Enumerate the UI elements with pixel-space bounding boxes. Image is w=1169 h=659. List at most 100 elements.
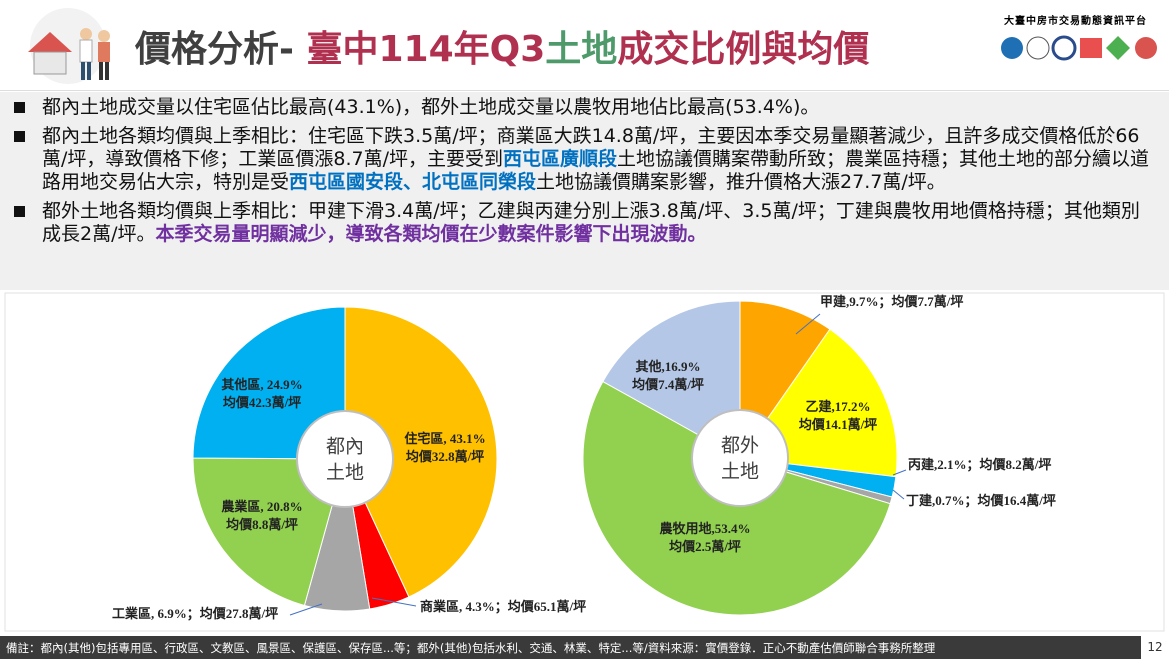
label-value: 4.3%: [466, 599, 495, 614]
illustration: [28, 8, 110, 84]
label-joiner: ；: [187, 606, 200, 622]
bullet: 都內土地各類均價與上季相比：住宅區下跌3.5萬/坪；商業區大跌14.8萬/坪，主…: [14, 125, 1155, 194]
label-price: 均價16.4萬/坪: [978, 493, 1056, 508]
label-separator: ,: [932, 493, 935, 508]
label-price: 均價7.7萬/坪: [892, 294, 964, 309]
leader-line: [892, 469, 907, 476]
data-label: 丙建,2.1%；均價8.2萬/坪: [908, 457, 1051, 473]
label-separator: ,: [846, 294, 849, 309]
bullet: 都外土地各類均價與上季相比：甲建下滑3.4萬/坪；乙建與丙建分別上漲3.8萬/坪…: [14, 200, 1155, 246]
label-separator: ,: [260, 377, 267, 392]
label-category: 工業區: [112, 606, 151, 621]
data-label: 住宅區, 43.1%: [404, 431, 485, 446]
label-price: 均價14.1萬/坪: [799, 417, 877, 432]
label-category: 乙建: [805, 399, 831, 414]
footer: 備註：都內(其他)包括專用區、行政區、文教區、風景區、保護區、保存區...等；都…: [0, 636, 1169, 659]
center-label: 土地: [721, 461, 759, 483]
center-label: 都外: [721, 435, 759, 457]
pie-slice: [192, 457, 346, 607]
bullet-text: 西屯區廣順段: [503, 148, 618, 170]
label-joiner: ；: [965, 493, 978, 509]
bullet-text: 土地協議價購案影響，推升價格大漲27.7萬/坪。: [536, 171, 946, 193]
label-separator: ,: [662, 359, 665, 374]
title-part: 價格分析-: [135, 29, 307, 70]
label-price: 均價7.4萬/坪: [632, 377, 704, 392]
label-joiner: ；: [495, 599, 508, 615]
label-value: 43.1%: [450, 431, 486, 446]
label-price: 均價42.3萬/坪: [223, 395, 301, 410]
data-label: 甲建,9.7%；均價7.7萬/坪: [820, 294, 963, 310]
label-separator: ,: [260, 499, 267, 514]
page-number: 12: [1141, 636, 1169, 659]
label-category: 商業區: [420, 599, 459, 614]
label-value: 53.4%: [715, 521, 751, 536]
bullet-marker: [14, 206, 25, 217]
label-value: 16.9%: [665, 359, 701, 374]
data-label: 工業區, 6.9%；均價27.8萬/坪: [112, 606, 278, 622]
data-label: 丁建,0.7%；均價16.4萬/坪: [906, 493, 1056, 509]
data-label: 農業區, 20.8%: [221, 499, 302, 514]
label-value: 9.7%: [849, 294, 878, 309]
label-category: 農牧用地: [659, 521, 711, 536]
footnote: 備註：都內(其他)包括專用區、行政區、文教區、風景區、保護區、保存區...等；都…: [6, 641, 936, 655]
title-part: 土地: [545, 29, 618, 70]
label-separator: ,: [443, 431, 450, 446]
label-joiner: ；: [879, 294, 892, 310]
label-value: 0.7%: [935, 493, 964, 508]
title-part: 成交比例與均價: [617, 29, 870, 70]
label-separator: ,: [934, 457, 937, 472]
pie-slice: [602, 300, 741, 459]
data-label: 其他,16.9%: [635, 359, 700, 374]
data-label: 乙建,17.2%: [805, 399, 870, 414]
bullet-text: 都內土地成交量以住宅區佔比最高(43.1%)，都外土地成交量以農牧用地佔比最高(…: [42, 96, 820, 118]
logos: [1001, 35, 1157, 61]
label-price: 均價27.8萬/坪: [200, 606, 278, 621]
label-price: 均價65.1萬/坪: [508, 599, 586, 614]
data-label: 商業區, 4.3%；均價65.1萬/坪: [420, 599, 586, 615]
label-category: 住宅區: [404, 431, 443, 446]
pie-slice: [344, 306, 498, 598]
label-separator: ,: [459, 599, 466, 614]
header: 價格分析- 臺中114年Q3土地成交比例與均價 大臺中房市交易動態資訊平台: [0, 0, 1169, 91]
leader-line: [289, 603, 323, 616]
label-value: 17.2%: [835, 399, 871, 414]
label-separator: ,: [832, 399, 835, 414]
label-price: 均價8.8萬/坪: [226, 517, 298, 532]
bullet-text: 都內土地各類均價與上季相比：住宅區下跌3.5萬/坪；商業區大跌14.8萬/坪，主…: [42, 125, 1140, 170]
bullet: 都內土地成交量以住宅區佔比最高(43.1%)，都外土地成交量以農牧用地佔比最高(…: [14, 96, 1155, 119]
platform-name: 大臺中房市交易動態資訊平台: [1004, 16, 1147, 27]
title-part: 臺中114年Q3: [306, 29, 546, 70]
leader-line: [371, 597, 417, 607]
bullet-list: 都內土地成交量以住宅區佔比最高(43.1%)，都外土地成交量以農牧用地佔比最高(…: [0, 92, 1169, 290]
label-value: 20.8%: [267, 499, 303, 514]
label-category: 其他: [635, 359, 661, 374]
label-separator: ,: [712, 521, 715, 536]
label-value: 6.9%: [158, 606, 187, 621]
label-value: 24.9%: [267, 377, 303, 392]
label-category: 丁建: [906, 493, 932, 508]
title: 價格分析- 臺中114年Q3土地成交比例與均價: [135, 20, 869, 72]
center-label: 都內: [326, 436, 364, 458]
label-category: 農業區: [221, 499, 260, 514]
donut-hole: [691, 409, 789, 507]
center-label: 土地: [326, 462, 364, 484]
bullet-marker: [14, 131, 25, 142]
label-price: 均價32.8萬/坪: [406, 449, 484, 464]
pie-slice: [192, 306, 346, 460]
label-value: 2.1%: [937, 457, 966, 472]
label-price: 均價2.5萬/坪: [669, 539, 741, 554]
bullet-text: 本季交易量明顯減少，導致各類均價在少數案件影響下出現波動。: [155, 223, 707, 245]
leader-line: [892, 489, 905, 500]
bullet-text: 土地協議價購案帶動所致；農業區持穩；其他土地的部分續以道路用地交易佔大宗，特別是…: [42, 148, 1150, 193]
label-category: 丙建: [908, 457, 934, 472]
label-joiner: ；: [967, 457, 980, 473]
bullet-marker: [14, 102, 25, 113]
label-category: 甲建: [820, 294, 846, 309]
label-category: 其他區: [221, 377, 260, 392]
data-label: 其他區, 24.9%: [221, 377, 302, 392]
bullet-text: 都外土地各類均價與上季相比：甲建下滑3.4萬/坪；乙建與丙建分別上漲3.8萬/坪…: [42, 200, 1140, 245]
label-price: 均價8.2萬/坪: [980, 457, 1052, 472]
label-separator: ,: [151, 606, 158, 621]
